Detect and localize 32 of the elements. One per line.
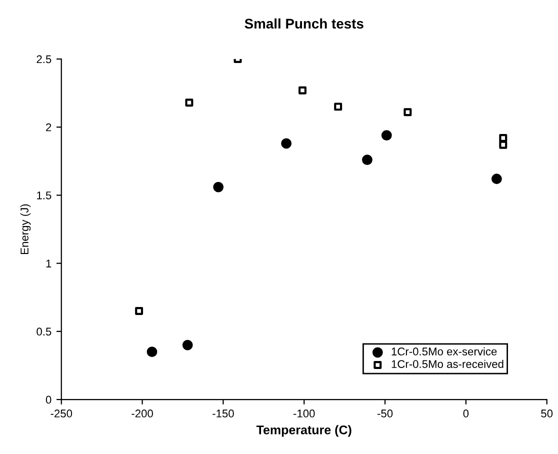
chart-title: Small Punch tests — [244, 18, 364, 29]
point — [381, 130, 392, 141]
point — [281, 138, 292, 149]
point — [499, 140, 508, 149]
point — [499, 134, 508, 142]
y-tick-label: 1.5 — [37, 192, 52, 200]
point — [135, 307, 144, 315]
y-tick-label: 2 — [46, 123, 52, 132]
point — [404, 108, 412, 116]
y-tick-label: 0 — [46, 396, 52, 404]
x-tick-label: -150 — [212, 410, 234, 418]
point — [185, 98, 194, 107]
y-tick-label: 2.5 — [36, 55, 52, 64]
point — [298, 86, 306, 94]
point — [334, 102, 342, 111]
x-tick-label: 0 — [463, 410, 469, 418]
x-tick-label: -50 — [377, 410, 393, 418]
point — [491, 174, 502, 184]
x-axis-title: Temperature (C) — [256, 425, 352, 437]
x-tick-label: 50 — [541, 410, 553, 418]
legend-label: 1Cr-0.5Mo as-received — [392, 360, 504, 368]
x-tick-label: -100 — [293, 410, 315, 418]
point — [362, 154, 372, 166]
y-tick-label: 1 — [46, 260, 52, 268]
point — [182, 340, 193, 350]
y-axis-title: Energy (J) — [20, 204, 31, 254]
point — [213, 182, 224, 192]
x-tick-label: -250 — [50, 410, 72, 418]
x-tick-label: -200 — [132, 410, 153, 418]
y-tick-label: 0.5 — [36, 328, 52, 336]
legend-label: 1Cr-0.5Mo ex-service — [392, 347, 497, 356]
point — [146, 346, 158, 358]
